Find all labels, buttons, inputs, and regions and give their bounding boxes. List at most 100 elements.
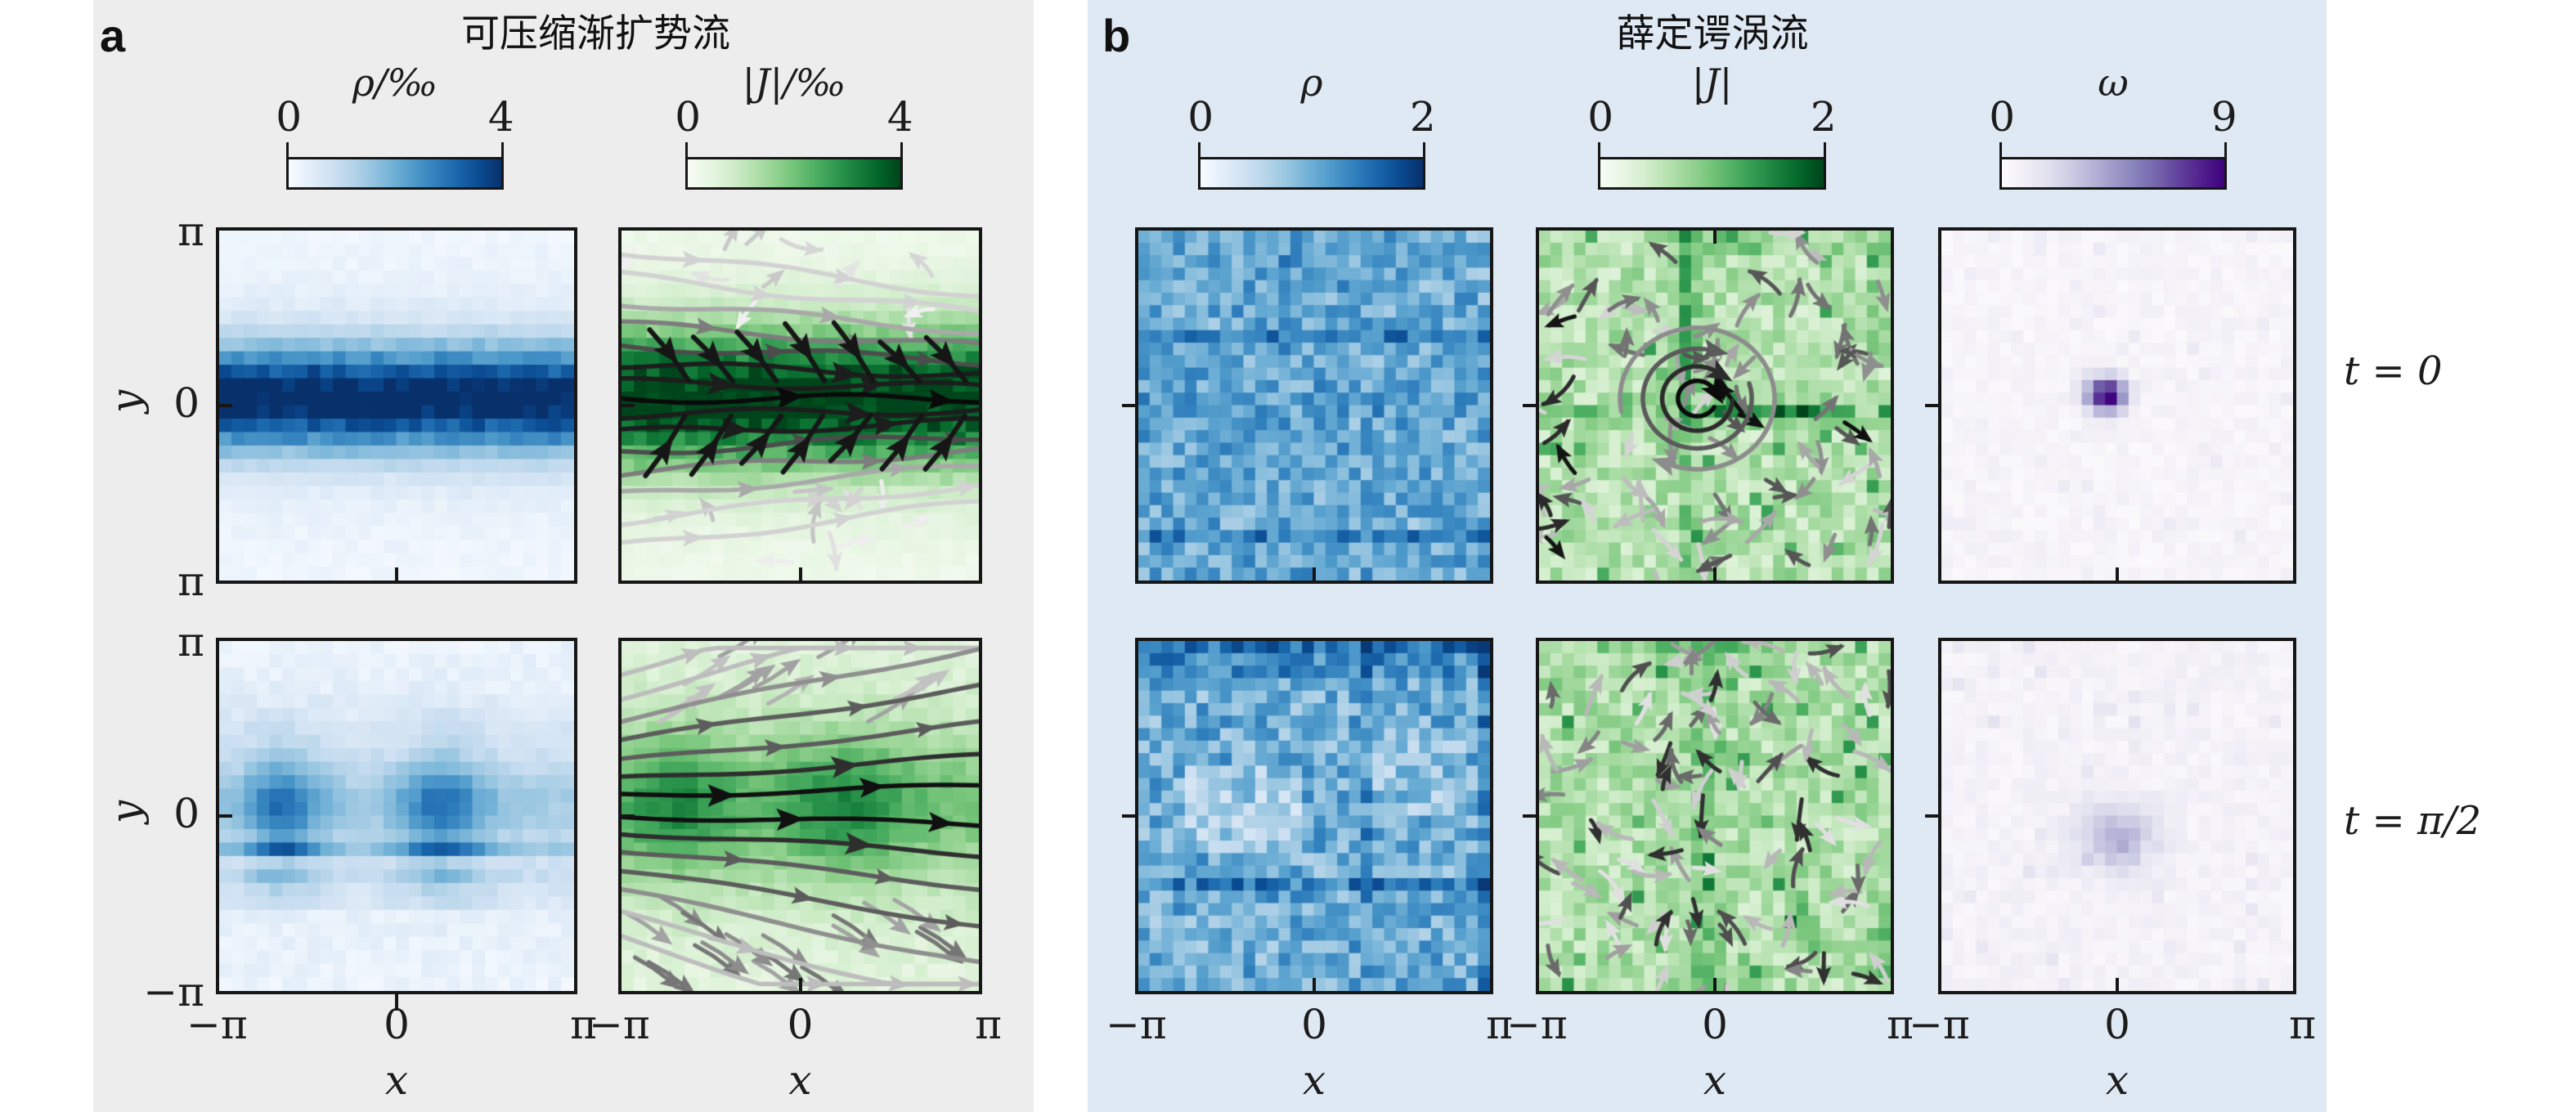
x-tick-label-left: −π bbox=[1106, 1001, 1167, 1048]
heatmap-plot-a-J-t1: −π 0 π x bbox=[589, 638, 1002, 1101]
y-tick-label-top: π bbox=[177, 208, 204, 255]
colorbar-max-label: 2 bbox=[1810, 93, 1837, 141]
y-tick-label-mid: 0 bbox=[173, 790, 200, 837]
heatmap-plot-b-omega-t0 bbox=[1925, 227, 2296, 584]
colorbar-max-label: 4 bbox=[487, 93, 514, 141]
x-tick-label-mid: 0 bbox=[2104, 1001, 2130, 1048]
x-tick-label-left: −π bbox=[1909, 1001, 1970, 1048]
x-tick-label-left: −π bbox=[1506, 1001, 1568, 1048]
panel-a-title: 可压缩渐扩势流 bbox=[461, 11, 730, 56]
colorbar-label: |J|/‰ bbox=[742, 61, 846, 105]
heatmap-plot-b-rho-t1: −π 0 π x bbox=[1106, 638, 1513, 1101]
heatmap-plot-b-J-t0 bbox=[1523, 227, 1894, 584]
tick-mark bbox=[1198, 142, 1200, 157]
panel-b-letter: b bbox=[1102, 10, 1131, 61]
panel-b-title: 薛定谔涡流 bbox=[1616, 11, 1809, 56]
colorbar-label: ω bbox=[2098, 61, 2129, 105]
x-axis-label: x bbox=[384, 1056, 409, 1104]
tick-mark bbox=[622, 404, 635, 407]
x-tick-label-mid: 0 bbox=[787, 1001, 814, 1048]
tick-mark bbox=[1713, 978, 1717, 991]
heatmap-canvas-a-rho-t0 bbox=[219, 231, 574, 581]
tick-mark bbox=[1713, 567, 1717, 581]
tick-mark bbox=[219, 404, 232, 407]
heatmap-plot-a-J-t0 bbox=[618, 227, 982, 584]
x-tick-label-right: π bbox=[975, 1001, 1002, 1048]
tick-mark bbox=[2224, 142, 2227, 157]
colorbar-max-label: 2 bbox=[1409, 93, 1436, 141]
x-tick-label-right: π bbox=[570, 1001, 597, 1048]
tick-mark bbox=[1122, 404, 1135, 407]
colorbar-a-J: |J|/‰ 0 4 bbox=[675, 64, 913, 195]
colorbar-b-J: |J| 0 2 bbox=[1587, 64, 1837, 195]
colorbar-gradient-bar bbox=[685, 157, 903, 190]
x-tick-label-mid: 0 bbox=[1702, 1001, 1728, 1048]
tick-mark bbox=[395, 994, 398, 1011]
tick-mark bbox=[1824, 142, 1826, 157]
tick-mark bbox=[219, 814, 232, 818]
colorbar-label: ρ/‰ bbox=[352, 61, 438, 105]
tick-mark bbox=[1598, 142, 1600, 157]
colorbar-label: |J| bbox=[1691, 61, 1733, 105]
heatmap-plot-b-omega-t1: −π 0 π x bbox=[1909, 638, 2316, 1101]
y-tick-label-bottom: π bbox=[177, 558, 204, 605]
heatmap-canvas-b-J-t1 bbox=[1539, 641, 1891, 991]
heatmap-canvas-a-J-t0 bbox=[622, 231, 979, 581]
heatmap-canvas-a-J-t1 bbox=[622, 641, 979, 991]
row-label-t0: t = 0 bbox=[2344, 348, 2443, 394]
colorbar-label: ρ bbox=[1300, 61, 1323, 105]
y-tick-label-bottom: −π bbox=[143, 968, 204, 1016]
tick-mark bbox=[286, 142, 289, 157]
panel-a-letter: a bbox=[100, 10, 126, 61]
colorbar-b-omega: ω 0 9 bbox=[1989, 64, 2237, 195]
colorbar-gradient-bar bbox=[1598, 157, 1826, 190]
tick-mark bbox=[395, 567, 398, 581]
x-axis-label: x bbox=[2105, 1056, 2129, 1104]
tick-mark bbox=[501, 142, 504, 157]
x-tick-label-right: π bbox=[1486, 1001, 1513, 1048]
heatmap-canvas-b-rho-t0 bbox=[1138, 231, 1490, 581]
tick-mark bbox=[1122, 814, 1135, 818]
colorbar-min-label: 0 bbox=[276, 93, 303, 141]
colorbar-gradient-bar bbox=[286, 157, 504, 190]
tick-mark bbox=[1925, 814, 1938, 818]
tick-mark bbox=[798, 978, 802, 991]
tick-mark bbox=[1925, 404, 1938, 407]
colorbar-min-label: 0 bbox=[1187, 93, 1214, 141]
tick-mark bbox=[1999, 142, 2002, 157]
x-axis-label: x bbox=[1302, 1056, 1326, 1104]
tick-mark bbox=[1423, 142, 1425, 157]
colorbar-a-rho: ρ/‰ 0 4 bbox=[276, 64, 514, 195]
heatmap-canvas-b-J-t0 bbox=[1539, 231, 1891, 581]
x-tick-label-mid: 0 bbox=[384, 1001, 410, 1048]
colorbar-max-label: 9 bbox=[2210, 93, 2237, 141]
tick-mark bbox=[1523, 814, 1536, 818]
colorbar-max-label: 4 bbox=[886, 93, 913, 141]
heatmap-canvas-b-omega-t1 bbox=[1941, 641, 2293, 991]
x-tick-label-right: π bbox=[1887, 1001, 1914, 1048]
x-tick-label-left: −π bbox=[589, 1001, 650, 1048]
colorbar-min-label: 0 bbox=[675, 93, 702, 141]
colorbar-b-rho: ρ 0 2 bbox=[1187, 64, 1436, 195]
x-tick-label-mid: 0 bbox=[1301, 1001, 1327, 1048]
x-tick-label-right: π bbox=[2289, 1001, 2316, 1048]
tick-mark bbox=[1313, 978, 1316, 991]
tick-mark bbox=[1313, 567, 1316, 581]
heatmap-plot-a-rho-t1: π y 0 −π −π 0 π x bbox=[102, 621, 597, 1101]
colorbar-gradient-bar bbox=[1999, 157, 2227, 190]
colorbar-min-label: 0 bbox=[1989, 93, 2016, 141]
y-axis-label: y bbox=[101, 800, 150, 824]
heatmap-plot-a-rho-t0: π y 0 π bbox=[102, 211, 577, 602]
heatmap-canvas-a-rho-t1 bbox=[219, 641, 574, 991]
heatmap-canvas-b-omega-t0 bbox=[1941, 231, 2293, 581]
y-axis-label: y bbox=[101, 389, 150, 414]
y-tick-label-mid: 0 bbox=[173, 379, 200, 427]
colorbar-gradient-bar bbox=[1198, 157, 1425, 190]
y-tick-label-top: π bbox=[177, 618, 204, 666]
tick-mark bbox=[798, 567, 802, 581]
tick-mark bbox=[1713, 231, 1717, 244]
heatmap-canvas-b-rho-t1 bbox=[1138, 641, 1490, 991]
x-axis-label: x bbox=[788, 1056, 812, 1104]
tick-mark bbox=[2116, 978, 2119, 991]
x-tick-label-left: −π bbox=[186, 1001, 248, 1048]
